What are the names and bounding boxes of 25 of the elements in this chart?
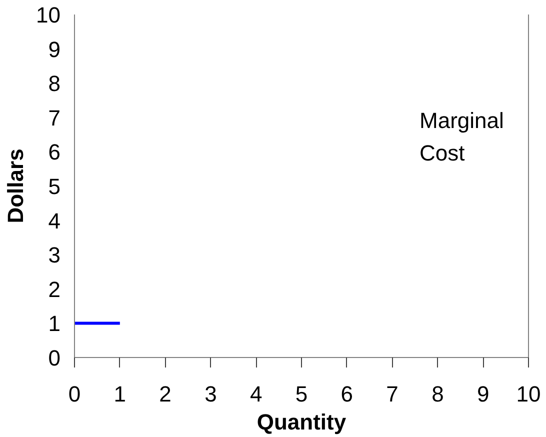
y-tick-label: 6 (48, 140, 61, 165)
x-tick-label: 4 (250, 382, 262, 406)
x-tick-label: 0 (68, 382, 81, 406)
y-tick-label: 0 (48, 346, 61, 370)
y-tick-label: 5 (48, 174, 61, 199)
x-tick-label: 10 (516, 382, 541, 406)
y-tick-label: 2 (48, 276, 61, 302)
x-tick-label: 8 (432, 382, 444, 406)
x-tick-label: 9 (476, 382, 490, 406)
x-tick-label: 1 (114, 382, 126, 406)
x-tick-label: 3 (204, 382, 217, 406)
x-tick-label: 2 (159, 382, 172, 406)
annotation: Marginal Cost (420, 108, 504, 166)
y-tick-label: 7 (48, 105, 61, 130)
y-axis-title: Dollars (3, 148, 28, 224)
y-tick-label: 8 (48, 71, 61, 96)
x-tick-label: 6 (340, 382, 354, 406)
x-axis-title: Quantity (256, 410, 347, 434)
x-tick-label: 7 (386, 382, 398, 406)
y-tick-label: 4 (48, 208, 61, 234)
y-tick-label: 10 (36, 2, 61, 28)
y-tick-label: 3 (48, 242, 61, 268)
y-tick-label: 9 (48, 36, 61, 62)
y-tick-label: 1 (48, 311, 61, 336)
x-tick-label: 5 (295, 382, 308, 406)
